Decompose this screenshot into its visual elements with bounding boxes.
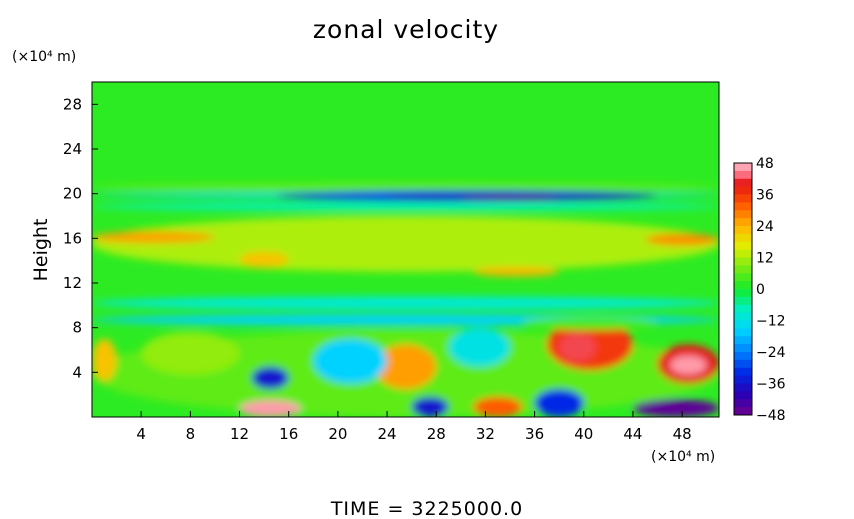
colorbar-swatch	[734, 407, 752, 416]
colorbar-swatch	[734, 210, 752, 219]
colorbar-swatch	[734, 383, 752, 392]
velocity-feature-19	[313, 338, 388, 384]
colorbar-tick-label: 24	[756, 219, 774, 235]
colorbar-tick-label: 12	[756, 251, 774, 267]
velocity-feature-11	[92, 296, 719, 310]
velocity-feature-10	[473, 267, 560, 277]
x-tick-label: 4	[136, 425, 146, 443]
colorbar-swatch	[734, 202, 752, 211]
x-tick-label: 40	[574, 425, 593, 443]
colorbar-swatch	[734, 391, 752, 400]
x-tick-label: 32	[476, 425, 495, 443]
colorbar-swatch	[734, 170, 752, 180]
colorbar-swatch	[734, 367, 752, 377]
colorbar-tick-label: −48	[756, 408, 786, 424]
colorbar-swatch	[734, 218, 752, 227]
colorbar-swatch	[734, 312, 752, 321]
x-axis-unit: (×10⁴ m)	[651, 449, 715, 465]
time-label: TIME = 3225000.0	[330, 498, 523, 519]
colorbar-swatch	[734, 336, 752, 345]
velocity-feature-21	[473, 396, 523, 417]
y-axis-label: Height	[30, 219, 52, 282]
colorbar-swatch	[734, 257, 752, 266]
y-axis-ticks: 4 8 12 16 20 24 28	[63, 95, 98, 381]
y-axis-unit: (×10⁴ m)	[12, 49, 76, 65]
y-tick-label: 8	[72, 319, 82, 337]
x-tick-label: 16	[279, 425, 298, 443]
y-tick-label: 4	[72, 363, 82, 381]
colorbar-swatch	[734, 178, 752, 188]
velocity-feature-7	[92, 231, 215, 243]
colorbar-swatch	[734, 226, 752, 235]
y-tick-label: 20	[63, 185, 82, 203]
x-tick-label: 12	[230, 425, 249, 443]
colorbar-tick-label: 0	[756, 282, 765, 298]
colorbar-swatch	[734, 296, 752, 306]
velocity-feature-16	[251, 366, 289, 390]
colorbar-swatch	[734, 281, 752, 290]
colorbar-swatch	[734, 163, 752, 172]
velocity-feature-29	[522, 316, 658, 330]
colorbar-tick-label: −36	[756, 377, 786, 393]
colorbar-frame	[733, 162, 753, 416]
velocity-feature-25	[534, 389, 584, 417]
y-tick-label: 12	[63, 274, 82, 292]
x-tick-label: 20	[328, 425, 347, 443]
x-axis-ticks: 4 8 12 16 20 24 28 32 36 40 44 48	[136, 411, 692, 443]
colorbar-swatch	[734, 186, 752, 195]
velocity-feature-0	[92, 182, 719, 192]
velocity-feature-6	[92, 216, 719, 272]
colorbar-swatch	[734, 194, 752, 203]
x-tick-label: 28	[427, 425, 446, 443]
colorbar-tick-label: 48	[756, 156, 774, 172]
velocity-feature-9	[239, 251, 289, 268]
velocity-feature-4	[460, 194, 560, 200]
heatmap-plot-area	[92, 82, 719, 417]
y-tick-label: 28	[63, 95, 82, 113]
velocity-feature-24	[559, 333, 597, 362]
colorbar-swatch	[734, 273, 752, 282]
colorbar-swatch	[734, 328, 752, 337]
colorbar-swatch	[734, 304, 752, 314]
colorbar-swatch	[734, 233, 752, 243]
colorbar-tick-label: 36	[756, 188, 774, 204]
velocity-feature-17	[239, 400, 301, 417]
x-tick-label: 24	[378, 425, 397, 443]
colorbar-swatch	[734, 265, 752, 274]
x-tick-label: 44	[623, 425, 642, 443]
velocity-feature-28	[632, 399, 719, 417]
heatmap-field	[92, 182, 719, 417]
colorbar-swatch	[734, 352, 752, 361]
y-tick-label: 24	[63, 140, 82, 158]
colorbar-swatch	[734, 344, 752, 353]
velocity-feature-20	[448, 327, 510, 367]
colorbar-swatch	[734, 241, 752, 251]
velocity-feature-22	[411, 396, 449, 417]
velocity-feature-8	[645, 233, 719, 246]
velocity-feature-18	[374, 344, 437, 390]
colorbar-swatch	[734, 289, 752, 298]
colorbar-tick-label: −24	[756, 345, 786, 361]
colorbar-swatch	[734, 320, 752, 329]
chart-title: zonal velocity	[313, 15, 499, 44]
colorbar-swatch	[734, 359, 752, 369]
colorbar-swatch	[734, 399, 752, 408]
x-tick-label: 48	[673, 425, 692, 443]
velocity-feature-5	[92, 202, 719, 211]
velocity-feature-27	[669, 355, 707, 375]
plot-frame	[91, 81, 720, 418]
velocity-feature-14	[92, 338, 117, 382]
x-tick-label: 36	[525, 425, 544, 443]
colorbar-swatch	[734, 375, 752, 384]
x-tick-label: 8	[186, 425, 196, 443]
y-tick-label: 16	[63, 229, 82, 247]
colorbar-swatch	[734, 249, 752, 258]
velocity-feature-15	[141, 332, 240, 375]
colorbar: 48 36 24 12 0 −12 −24 −36 −48	[733, 156, 786, 424]
colorbar-tick-label: −12	[756, 314, 786, 330]
